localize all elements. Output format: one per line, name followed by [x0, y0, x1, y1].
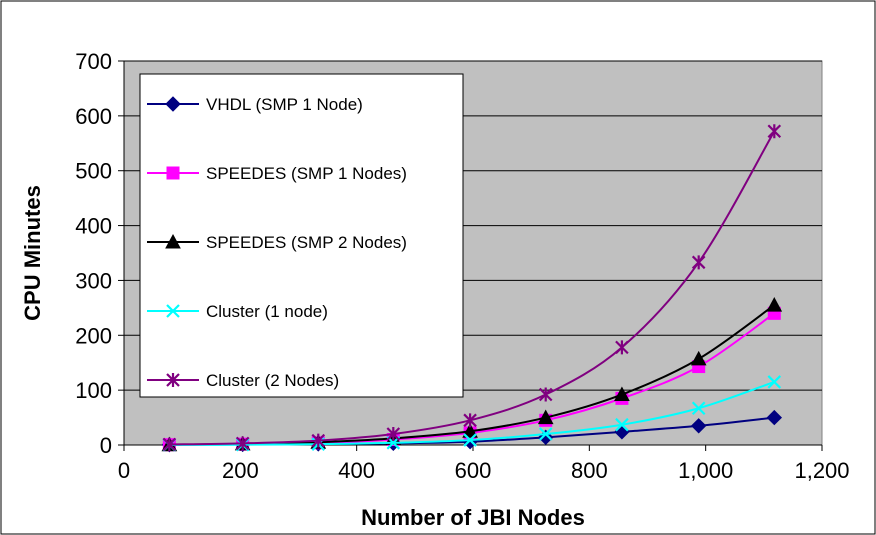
- y-tick-label: 300: [75, 268, 112, 293]
- legend-label: Cluster (2 Nodes): [206, 371, 339, 390]
- y-tick-label: 500: [75, 159, 112, 184]
- data-point: [615, 340, 629, 355]
- data-point: [767, 375, 782, 389]
- data-point: [162, 437, 177, 452]
- x-tick-label: 400: [338, 458, 375, 483]
- y-tick-label: 0: [100, 433, 112, 458]
- legend-label: Cluster (1 node): [206, 302, 328, 321]
- x-tick-label: 0: [118, 458, 130, 483]
- y-tick-label: 600: [75, 104, 112, 129]
- y-tick-label: 200: [75, 323, 112, 348]
- legend-marker: [166, 166, 180, 180]
- data-point: [235, 436, 250, 451]
- data-point: [463, 433, 477, 447]
- data-point: [614, 386, 630, 402]
- data-point: [537, 409, 554, 425]
- data-point: [538, 427, 553, 441]
- data-point: [615, 417, 629, 432]
- data-point: [766, 297, 783, 312]
- y-axis-title: CPU Minutes: [20, 185, 45, 321]
- series-5: [162, 124, 782, 452]
- data-point: [766, 409, 783, 426]
- legend-label: SPEEDES (SMP 2 Nodes): [206, 233, 407, 252]
- x-tick-label: 600: [455, 458, 492, 483]
- legend-marker: [166, 304, 180, 318]
- data-point: [691, 401, 706, 416]
- x-tick-label: 1,200: [794, 458, 849, 483]
- data-point: [386, 427, 401, 442]
- legend-entry: SPEEDES (SMP 2 Nodes): [147, 233, 407, 252]
- data-point: [538, 387, 553, 402]
- legend-label: VHDL (SMP 1 Node): [206, 95, 363, 114]
- y-tick-label: 400: [75, 214, 112, 239]
- data-point: [690, 418, 707, 434]
- data-point: [690, 350, 707, 366]
- x-tick-label: 1,000: [678, 458, 733, 483]
- legend-entry: Cluster (2 Nodes): [147, 371, 339, 390]
- legend-entry: SPEEDES (SMP 1 Nodes): [147, 164, 407, 183]
- legend: VHDL (SMP 1 Node) SPEEDES (SMP 1 Nodes) SP…: [139, 73, 464, 398]
- legend-box: [139, 73, 464, 398]
- legend-label: SPEEDES (SMP 1 Nodes): [206, 164, 407, 183]
- y-tick-label: 100: [75, 378, 112, 403]
- legend-entry: VHDL (SMP 1 Node): [147, 95, 363, 114]
- legend-marker: [165, 96, 181, 112]
- x-axis-title: Number of JBI Nodes: [361, 505, 585, 530]
- x-tick-label: 800: [571, 458, 608, 483]
- series-lines: [161, 124, 783, 453]
- x-tick-label: 200: [222, 458, 259, 483]
- data-point: [311, 433, 326, 448]
- legend-marker: [166, 373, 180, 387]
- legend-marker: [165, 233, 181, 249]
- data-point: [463, 413, 477, 428]
- data-point: [767, 124, 782, 139]
- data-point: [462, 423, 478, 438]
- y-tick-label: 700: [75, 49, 112, 74]
- data-point: [691, 255, 706, 270]
- legend-entry: Cluster (1 node): [147, 302, 328, 321]
- axes: 0 100 200 300 400 500 600 700 0 200 400 600 800 1,000…: [75, 49, 849, 483]
